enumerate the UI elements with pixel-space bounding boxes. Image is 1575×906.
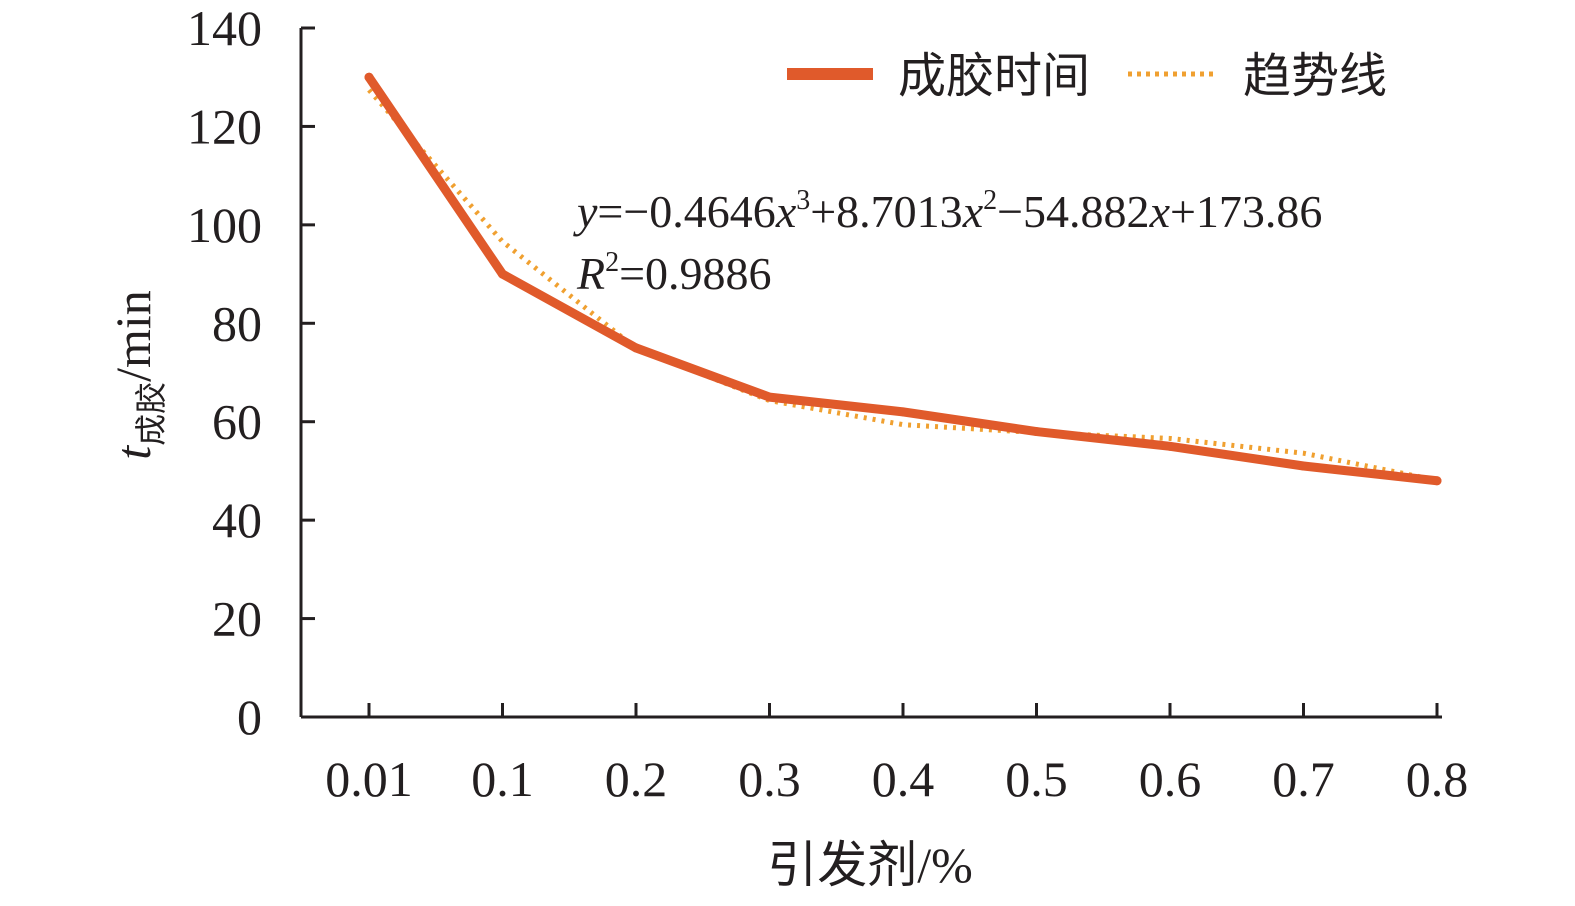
y-axis-var: t <box>105 445 161 460</box>
data-point <box>1032 427 1041 437</box>
y-tick-label: 140 <box>187 0 262 56</box>
x-tick-label: 0.2 <box>605 751 668 807</box>
trendline-equation: y=−0.4646x3+8.7013x2−54.882x+173.86 <box>573 185 1322 237</box>
svg-text:t成胶/min: t成胶/min <box>105 290 170 460</box>
y-tick-label: 60 <box>212 394 262 450</box>
data-point <box>765 392 774 402</box>
x-tick-label: 0.5 <box>1005 751 1068 807</box>
x-axis-title: 引发剂/% <box>767 837 973 893</box>
x-ticks: 0.01 0.1 0.2 0.3 0.4 0.5 0.6 0.7 0.8 <box>325 703 1468 807</box>
y-axis-sub: 成胶 <box>132 382 170 446</box>
data-point <box>1165 441 1175 451</box>
data-point <box>1299 461 1308 471</box>
y-tick-label: 40 <box>212 492 262 548</box>
data-point <box>498 269 507 279</box>
r-squared: R2=0.9886 <box>576 247 772 299</box>
axes <box>299 28 1442 719</box>
x-tick-label: 0.1 <box>471 751 534 807</box>
x-tick-label: 0.6 <box>1139 751 1202 807</box>
trendline-annotation: y=−0.4646x3+8.7013x2−54.882x+173.86 R2=0… <box>573 185 1322 299</box>
series-line-gel-time <box>364 72 1442 486</box>
y-tick-label: 120 <box>187 98 262 154</box>
series-line-trendline <box>367 88 1438 483</box>
legend-label-solid: 成胶时间 <box>898 50 1090 103</box>
y-tick-label: 0 <box>237 689 262 745</box>
x-tick-label: 0.3 <box>738 751 801 807</box>
data-point <box>1432 476 1442 486</box>
y-axis-title: t成胶/min <box>105 290 170 460</box>
x-tick-label: 0.7 <box>1272 751 1335 807</box>
data-point <box>364 72 374 82</box>
y-tick-label: 80 <box>212 295 262 351</box>
data-point <box>631 343 641 353</box>
y-axis-unit: /min <box>105 290 161 382</box>
x-tick-label: 0.4 <box>872 751 935 807</box>
x-tick-label: 0.8 <box>1406 751 1469 807</box>
series-layer <box>364 72 1442 486</box>
y-tick-label: 100 <box>187 197 262 253</box>
legend-label-dotted: 趋势线 <box>1243 50 1387 103</box>
y-ticks: 0 20 40 60 80 100 120 140 <box>187 0 315 745</box>
y-tick-label: 20 <box>212 591 262 647</box>
data-point <box>898 407 908 417</box>
legend: 成胶时间 趋势线 <box>787 50 1387 103</box>
x-tick-label: 0.01 <box>325 751 413 807</box>
